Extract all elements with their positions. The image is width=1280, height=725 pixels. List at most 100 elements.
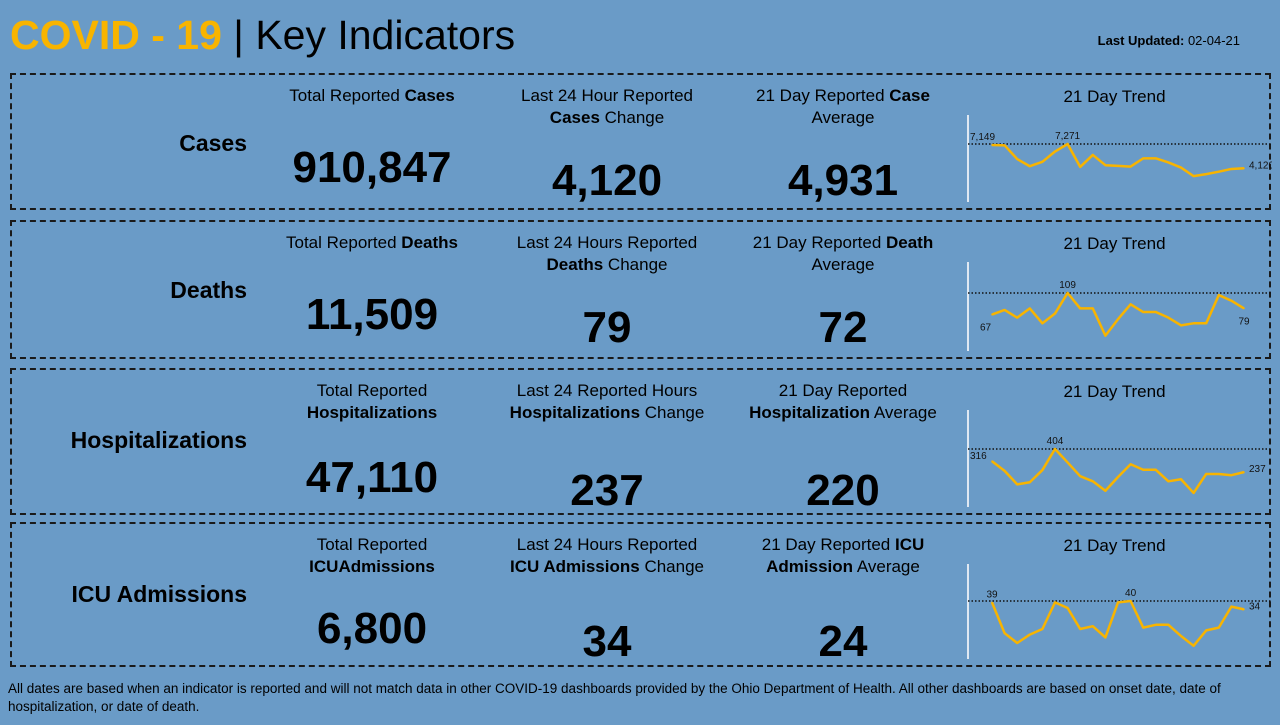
card-label: Hospitalizations: [70, 427, 247, 453]
trend-point: [1092, 307, 1094, 310]
trend-point: [1016, 316, 1018, 319]
trend-point: [1180, 324, 1182, 327]
trend-point: [1041, 160, 1044, 163]
footer-note: All dates are based when an indicator is…: [8, 681, 1221, 714]
trend-point: [1129, 600, 1132, 602]
change-heading-post: Change: [599, 108, 665, 127]
average-heading-bold: Case: [889, 86, 930, 105]
trend-point: [1092, 154, 1094, 156]
max-value-label: 40: [1125, 588, 1137, 599]
trend-sparkline: 67 109 79: [967, 262, 1272, 351]
total-heading-pre: Total Reported: [286, 233, 402, 252]
change-heading-post: Change: [603, 255, 668, 274]
average-value: 4,931: [787, 156, 899, 205]
total-heading-bold: Deaths: [401, 233, 458, 252]
average-kpi: 21 Day Reported ICU Admission Average 24: [728, 534, 958, 666]
trend-point: [1129, 303, 1132, 306]
trend-point: [1218, 473, 1220, 475]
total-heading-line1: Total Reported: [316, 381, 428, 400]
trend-point: [1104, 489, 1107, 492]
trend-point: [1142, 157, 1144, 160]
change-heading-line1: Last 24 Hours Reported: [516, 233, 698, 252]
trend-point: [1243, 471, 1245, 473]
trend-point: [1016, 158, 1018, 160]
total-kpi: Total Reported Cases 910,847: [257, 85, 487, 205]
trend-point: [1054, 312, 1056, 315]
card-icu-admissions: ICU Admissions Total Reported ICUAdmissi…: [10, 522, 1272, 667]
trend-title: 21 Day Trend: [1063, 536, 1166, 555]
last-value-label: 4,120: [1249, 160, 1272, 171]
trend-point: [1117, 165, 1119, 167]
trend-point: [1205, 629, 1207, 632]
average-heading-pre: 21 Day Reported: [752, 233, 886, 252]
title-accent: COVID - 19: [10, 12, 222, 58]
trend-point: [1192, 492, 1195, 494]
trend-point: [1155, 624, 1157, 626]
trend-point: [1079, 307, 1081, 310]
trend-point: [1230, 299, 1233, 302]
trend-point: [1054, 150, 1056, 153]
average-heading-bold: Hospitalization: [749, 403, 871, 422]
first-value-label: 316: [970, 451, 987, 462]
trend-point: [1041, 322, 1044, 325]
change-value: 4,120: [551, 156, 663, 205]
trend-point: [1029, 165, 1031, 168]
trend-point: [1155, 157, 1157, 160]
trend-point: [1243, 167, 1245, 170]
card-cases: Cases Total Reported Cases 910,847 Last …: [10, 73, 1272, 210]
average-heading-pre: 21 Day Reported: [756, 86, 890, 105]
total-kpi: Total Reported Hospitalizations 47,110: [257, 380, 487, 502]
card-label: ICU Admissions: [71, 581, 247, 607]
last-updated-value: 02-04-21: [1184, 33, 1240, 48]
total-heading-line2: Admissions: [338, 557, 435, 576]
trend-point: [1243, 307, 1245, 310]
trend-point: [1129, 463, 1132, 466]
trend-line: [990, 599, 1245, 648]
change-heading-bold: Cases: [549, 108, 600, 127]
trend-point: [991, 601, 993, 604]
change-heading-post: Change: [639, 557, 704, 576]
trend-point: [1029, 481, 1031, 484]
first-value-label: 67: [980, 323, 992, 334]
change-heading-post: Change: [640, 403, 705, 422]
change-heading-bold: Deaths: [546, 255, 604, 274]
total-kpi: Total Reported ICUAdmissions 6,800: [257, 534, 487, 654]
average-heading-line2: Average: [811, 108, 875, 127]
trend-point: [1079, 475, 1081, 477]
total-heading-bold: Hospitalizations: [306, 403, 438, 422]
average-kpi: 21 Day Reported Case Average 4,931: [728, 85, 958, 205]
trend-point: [1142, 626, 1144, 629]
card-label: Deaths: [170, 277, 247, 303]
trend-point: [1041, 469, 1044, 471]
trend-point: [1092, 480, 1094, 483]
trend-point: [1192, 175, 1195, 177]
trend-point: [1142, 468, 1144, 471]
card-hospitalizations: Hospitalizations Total Reported Hospitali…: [10, 368, 1272, 515]
trend-point: [1192, 322, 1195, 325]
trend-point: [1054, 448, 1056, 450]
change-value: 237: [570, 466, 644, 515]
trend-point: [1117, 476, 1119, 478]
trend-point: [1003, 470, 1006, 472]
change-heading-line1: Last 24 Hour Reported: [521, 86, 693, 105]
average-heading-line2: Average: [870, 403, 937, 422]
change-value: 34: [582, 617, 632, 666]
card-deaths: Deaths Total Reported Deaths 11,509 Last…: [10, 220, 1272, 359]
total-value: 11,509: [305, 290, 439, 339]
change-heading-line1: Last 24 Hours Reported: [516, 535, 698, 554]
total-value: 47,110: [305, 453, 439, 502]
trend-point: [1230, 605, 1233, 608]
total-kpi: Total Reported Deaths 11,509: [257, 232, 487, 352]
trend-title: 21 Day Trend: [1063, 382, 1166, 401]
trend-point: [1230, 474, 1233, 476]
change-heading-bold: Hospitalizations: [509, 403, 641, 422]
first-value-label: 39: [986, 589, 998, 600]
trend-title: 21 Day Trend: [1063, 234, 1166, 253]
trend-point: [1104, 334, 1107, 337]
trend-point: [1205, 322, 1207, 325]
trend-point: [1079, 166, 1081, 168]
total-heading-line1: Total Reported: [316, 535, 428, 554]
trend-point: [1066, 292, 1069, 294]
first-value-label: 7,149: [970, 132, 995, 143]
trend-point: [1230, 168, 1233, 170]
